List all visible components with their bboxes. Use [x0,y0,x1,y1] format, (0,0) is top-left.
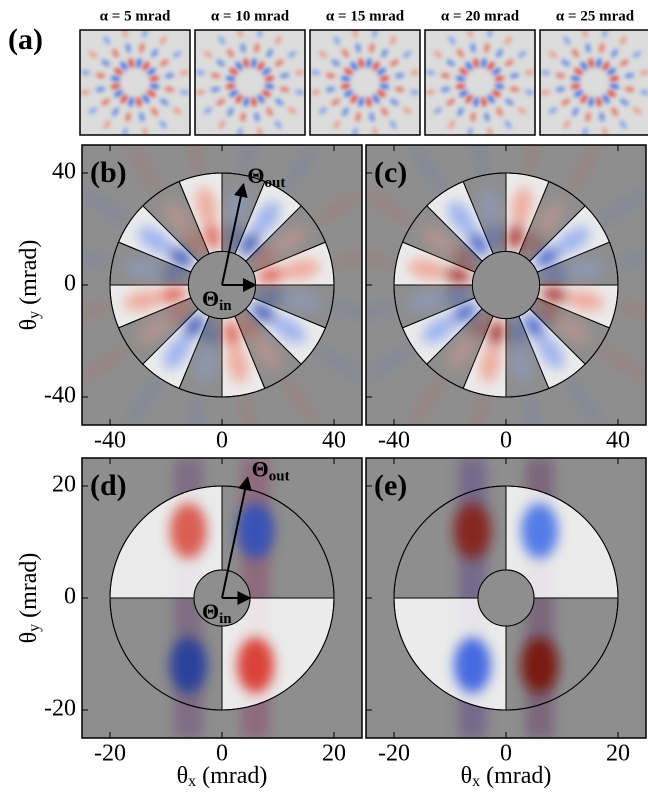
blob [454,503,491,558]
unit: (mrad) [486,763,551,789]
blob [237,503,274,558]
blob [170,637,207,692]
thumb-title: α = 25 mrad [556,8,635,24]
thumb-title: α = 5 mrad [100,8,171,24]
x-tick-label: -40 [94,428,126,454]
x-tick-label: 0 [500,428,512,454]
thumb-title: α = 10 mrad [211,8,290,24]
inner-disk [472,251,539,318]
x-axis-label: θx (mrad) [177,763,268,790]
subscript: y [26,624,43,632]
y-tick-label: 40 [52,159,76,185]
symbol: θ [461,763,473,789]
blob [521,503,558,558]
thumb-title: α = 20 mrad [441,8,520,24]
blob [521,637,558,692]
x-tick-label: 40 [606,428,630,454]
unit: (mrad) [16,240,42,305]
figure: (a) α = 5 mrad α = 10 mrad α = 15 mrad α = 2… [0,0,648,796]
thumbnail [80,27,190,137]
panel-label: (e) [374,469,407,502]
thumb-bg [310,30,420,135]
y-tick-label: 0 [64,584,76,610]
panel-label: (d) [90,469,127,502]
panel-label: (b) [90,156,127,189]
y-tick-label: 20 [52,472,76,498]
x-axis-label: θx (mrad) [461,763,552,790]
symbol: Θ [202,599,219,624]
x-tick-label: -40 [378,428,410,454]
subscript: x [472,773,480,790]
thumbnail [540,27,648,137]
x-tick-label: 20 [322,741,346,767]
blob [237,637,274,692]
x-tick-label: 40 [322,428,346,454]
symbol: Θ [247,163,264,188]
symbol: θ [16,632,42,644]
symbol: Θ [252,457,269,482]
panel-label: (a) [8,23,43,56]
y-axis-label: θy (mrad) [16,240,43,331]
subscript: out [269,469,290,485]
y-tick-label: -20 [44,696,76,722]
y-tick-label: -40 [44,383,76,409]
subscript: in [219,298,232,314]
subscript: out [265,176,286,192]
subscript: in [219,611,232,627]
x-tick-label: 20 [606,741,630,767]
thumbnail [310,27,420,137]
thumb-bg [80,30,190,135]
x-tick-label: -20 [94,741,126,767]
blob [170,503,207,558]
subscript: x [188,773,196,790]
heatmap [366,458,646,738]
thumb-bg [195,30,305,135]
unit: (mrad) [202,763,267,789]
blob [454,637,491,692]
symbol: θ [177,763,189,789]
x-tick-label: -20 [378,741,410,767]
y-tick-label: 0 [64,271,76,297]
panel-label: (c) [374,156,407,189]
y-axis-label: θy (mrad) [16,553,43,644]
symbol: θ [16,319,42,331]
thumbnail [425,27,535,137]
symbol: Θ [202,286,219,311]
unit: (mrad) [16,553,42,618]
subscript: y [26,311,43,319]
x-tick-label: 0 [216,428,228,454]
thumb-bg [540,30,648,135]
inner-disk [478,570,534,626]
thumb-bg [425,30,535,135]
thumb-title: α = 15 mrad [326,8,405,24]
thumbnail [195,27,305,137]
